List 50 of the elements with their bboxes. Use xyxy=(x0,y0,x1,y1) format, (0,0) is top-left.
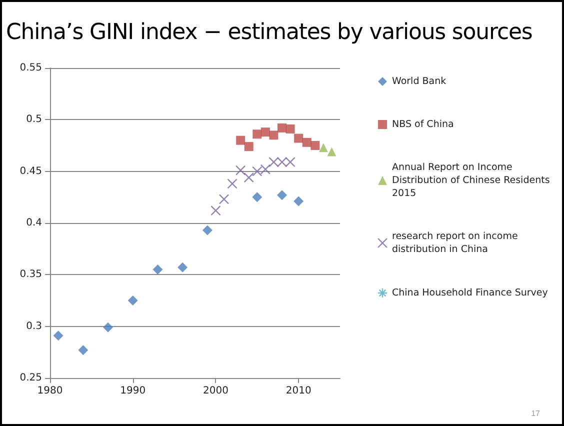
point xyxy=(286,124,295,134)
point xyxy=(128,296,138,306)
legend-label: research report on income distribution in China xyxy=(392,231,521,255)
legend-label: World Bank xyxy=(392,76,447,87)
x-tick-label: 2010 xyxy=(286,386,312,396)
point xyxy=(252,166,262,176)
text: 17 xyxy=(531,409,540,418)
point xyxy=(277,190,287,200)
point xyxy=(278,123,286,132)
point xyxy=(294,134,304,143)
point xyxy=(294,196,304,206)
point xyxy=(235,165,246,176)
point xyxy=(78,345,88,356)
y-tick-label: 0.3 xyxy=(26,320,42,332)
point xyxy=(244,172,254,183)
y-tick-label: 0.4 xyxy=(26,218,42,228)
legend-label: NBS of China xyxy=(392,119,454,130)
point xyxy=(260,164,271,174)
chart-title: China’s GINI index − estimates by various sources xyxy=(6,20,532,45)
point xyxy=(210,206,221,216)
point xyxy=(327,147,336,156)
point xyxy=(302,138,312,147)
legend-label: China Household Finance Survey xyxy=(392,288,548,298)
legend-label: Annual Report on Income Distribution of Chinese Residents 2015 xyxy=(392,162,553,199)
point xyxy=(310,141,320,150)
point xyxy=(244,142,254,152)
point xyxy=(103,322,113,332)
point xyxy=(285,156,296,168)
y-tick-label: 0.35 xyxy=(20,269,42,280)
point xyxy=(269,130,278,140)
point xyxy=(252,192,262,202)
point xyxy=(178,262,188,272)
point xyxy=(276,156,288,168)
x-tick-label: 1990 xyxy=(120,386,146,396)
point xyxy=(53,330,64,341)
point xyxy=(260,128,270,137)
point xyxy=(227,178,238,189)
y-tick-label: 0.55 xyxy=(20,62,42,74)
point xyxy=(252,130,262,139)
y-tick-label: 0.25 xyxy=(20,372,42,384)
point xyxy=(202,225,212,236)
x-tick-label: 1980 xyxy=(37,386,63,396)
point xyxy=(318,143,328,152)
point xyxy=(218,194,230,204)
point xyxy=(152,264,163,274)
y-tick-label: 0.45 xyxy=(20,166,42,177)
x-tick-label: 2000 xyxy=(202,386,228,396)
point xyxy=(236,136,246,145)
y-tick-label: 0.5 xyxy=(26,114,42,126)
point xyxy=(268,156,279,168)
